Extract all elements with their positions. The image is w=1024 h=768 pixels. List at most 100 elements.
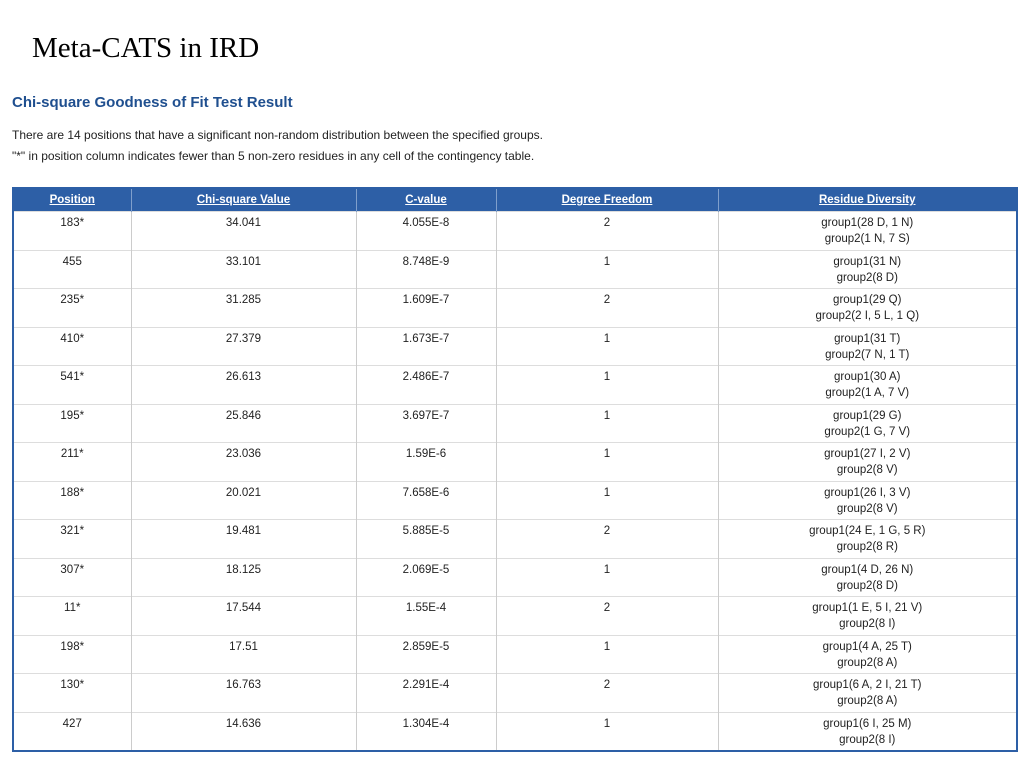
residue-group: group1(27 I, 2 V) [824, 448, 911, 460]
table-cell: 1 [496, 442, 719, 481]
table-cell: 198* [13, 634, 132, 674]
residue-cell: group1(4 D, 26 N) group2(8 D) [718, 557, 1018, 597]
table-cell: 2.291E-4 [356, 673, 497, 712]
table-cell: 1.673E-7 [356, 326, 497, 366]
table-row: 11* 17.544 1.55E-4 2 group1(1 E, 5 I, 21 V) g… [13, 596, 1018, 635]
table-cell: 16.763 [131, 673, 357, 712]
header-row: Position Chi-square Value C-value Degree Fr… [13, 188, 1018, 212]
table-cell: 27.379 [131, 326, 357, 366]
residue-group: group2(1 A, 7 V) [825, 387, 910, 399]
residue-group: group2(1 G, 7 V) [824, 425, 911, 438]
table-cell: 23.036 [131, 442, 357, 481]
table-row: 188* 20.021 7.658E-6 1 group1(26 I, 3 V) grou… [13, 480, 1018, 520]
column-header[interactable]: Degree Freedom [496, 188, 719, 212]
table-cell: 427 [13, 711, 132, 751]
table-cell: 2 [496, 211, 719, 250]
table-cell: 5.885E-5 [356, 519, 497, 558]
table-row: 130* 16.763 2.291E-4 2 group1(6 A, 2 I, 21 T… [13, 673, 1018, 712]
residue-group: group2(8 V) [836, 502, 898, 515]
residue-group: group1(28 D, 1 N) [821, 217, 914, 229]
table-cell: 1.304E-4 [356, 711, 497, 751]
table-cell: 541* [13, 365, 132, 404]
table-cell: 1.55E-4 [356, 596, 497, 635]
table-cell: 17.51 [131, 634, 357, 674]
residue-cell: group1(6 A, 2 I, 21 T) group2(8 A) [718, 673, 1018, 712]
table-cell: 1 [496, 249, 719, 289]
table-row: 198* 17.51 2.859E-5 1 group1(4 A, 25 T) group… [13, 634, 1018, 674]
table-cell: 1 [496, 365, 719, 404]
table-cell: 1 [496, 711, 719, 751]
results-table: Position Chi-square Value C-value Degree Fr… [12, 187, 1018, 752]
residue-group: group1(30 A) [834, 371, 901, 383]
residue-group: group1(29 G) [833, 409, 902, 422]
residue-cell: group1(31 N) group2(8 D) [718, 249, 1018, 289]
table-cell: 2 [496, 673, 719, 712]
table-cell: 2 [496, 288, 719, 327]
residue-group: group1(31 T) [834, 332, 901, 345]
residue-group: group1(1 E, 5 I, 21 V) [812, 602, 923, 614]
column-header[interactable]: Position [13, 188, 132, 212]
residue-cell: group1(29 G) group2(1 G, 7 V) [718, 403, 1018, 443]
residue-group: group2(8 I) [839, 733, 896, 746]
table-cell: 1 [496, 480, 719, 520]
column-header[interactable]: C-value [356, 188, 497, 212]
table-cell: 19.481 [131, 519, 357, 558]
table-cell: 3.697E-7 [356, 403, 497, 443]
table-cell: 25.846 [131, 403, 357, 443]
table-cell: 307* [13, 557, 132, 597]
residue-group: group1(4 D, 26 N) [821, 563, 914, 576]
table-cell: 1 [496, 326, 719, 366]
table-row: 455 33.101 8.748E-9 1 group1(31 N) group2(8 D… [13, 249, 1018, 289]
table-row: 235* 31.285 1.609E-7 2 group1(29 Q) group2(2 … [13, 288, 1018, 327]
table-cell: 34.041 [131, 211, 357, 250]
table-row: 321* 19.481 5.885E-5 2 group1(24 E, 1 G, 5 R… [13, 519, 1018, 558]
residue-group: group1(29 Q) [833, 294, 902, 306]
table-cell: 2 [496, 596, 719, 635]
residue-group: group2(8 V) [836, 464, 898, 476]
table-cell: 183* [13, 211, 132, 250]
slide-title: Meta-CATS in IRD [32, 32, 260, 64]
table-cell: 235* [13, 288, 132, 327]
table-cell: 188* [13, 480, 132, 520]
table-body: 183* 34.041 4.055E-8 2 group1(28 D, 1 N) grou… [13, 211, 1018, 751]
table-cell: 321* [13, 519, 132, 558]
residue-group: group2(8 R) [836, 541, 898, 553]
residue-group: group2(8 D) [836, 271, 898, 284]
residue-cell: group1(26 I, 3 V) group2(8 V) [718, 480, 1018, 520]
table-cell: 33.101 [131, 249, 357, 289]
table-cell: 2.486E-7 [356, 365, 497, 404]
table-row: 183* 34.041 4.055E-8 2 group1(28 D, 1 N) grou… [13, 211, 1018, 250]
table-cell: 130* [13, 673, 132, 712]
table-row: 195* 25.846 3.697E-7 1 group1(29 G) group2(1 … [13, 403, 1018, 443]
section-title: Chi-square Goodness of Fit Test Result [12, 94, 293, 111]
table-cell: 17.544 [131, 596, 357, 635]
residue-cell: group1(4 A, 25 T) group2(8 A) [718, 634, 1018, 674]
table-cell: 8.748E-9 [356, 249, 497, 289]
column-header[interactable]: Residue Diversity [718, 188, 1018, 212]
column-header[interactable]: Chi-square Value [131, 188, 357, 212]
residue-group: group2(8 I) [839, 618, 896, 630]
table-cell: 4.055E-8 [356, 211, 497, 250]
description: "*" in position column indicates fewer t… [12, 149, 535, 163]
table-cell: 2.859E-5 [356, 634, 497, 674]
table-cell: 1 [496, 557, 719, 597]
residue-cell: group1(24 E, 1 G, 5 R) group2(8 R) [718, 519, 1018, 558]
table-row: 211* 23.036 1.59E-6 1 group1(27 I, 2 V) group… [13, 442, 1018, 481]
residue-group: group1(4 A, 25 T) [822, 640, 912, 653]
residue-cell: group1(1 E, 5 I, 21 V) group2(8 I) [718, 596, 1018, 635]
table-cell: 455 [13, 249, 132, 289]
residue-cell: group1(28 D, 1 N) group2(1 N, 7 S) [718, 211, 1018, 250]
table-cell: 2 [496, 519, 719, 558]
table-cell: 7.658E-6 [356, 480, 497, 520]
table-row: 427 14.636 1.304E-4 1 group1(6 I, 25 M) group… [13, 711, 1018, 751]
table-row: 541* 26.613 2.486E-7 1 group1(30 A) group2(1 … [13, 365, 1018, 404]
residue-group: group1(24 E, 1 G, 5 R) [809, 525, 926, 537]
table-row: 410* 27.379 1.673E-7 1 group1(31 T) group2(7 … [13, 326, 1018, 366]
table-row: 307* 18.125 2.069E-5 1 group1(4 D, 26 N) grou… [13, 557, 1018, 597]
residue-cell: group1(29 Q) group2(2 I, 5 L, 1 Q) [718, 288, 1018, 327]
residue-group: group2(2 I, 5 L, 1 Q) [815, 310, 920, 322]
residue-group: group2(7 N, 1 T) [825, 348, 910, 361]
table-cell: 1.59E-6 [356, 442, 497, 481]
table-cell: 1 [496, 403, 719, 443]
